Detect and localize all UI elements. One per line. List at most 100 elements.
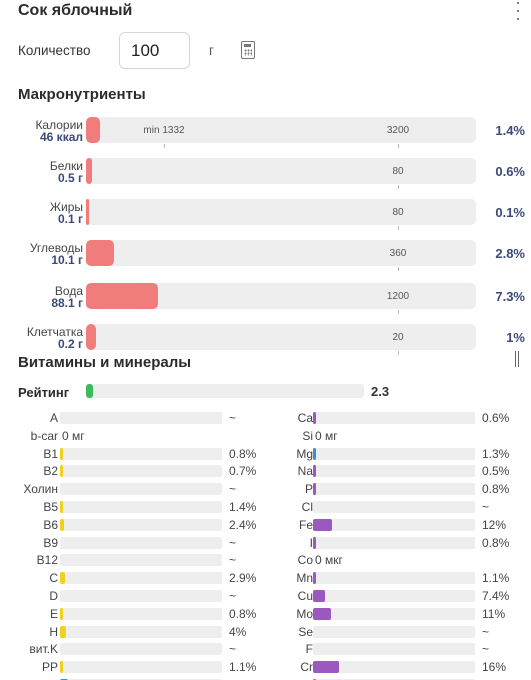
column-toggle-icon[interactable] — [515, 351, 519, 367]
nutrient-percent: 16% — [482, 660, 507, 675]
macro-value: 88.1 г — [51, 296, 83, 310]
nutrient-bar-fill — [313, 412, 316, 424]
nutrient-row: Ca 0.6% — [0, 410, 531, 426]
nutrient-name: вит.K — [29, 642, 58, 657]
nutrient-bar — [313, 501, 475, 513]
nutrient-bar — [313, 607, 475, 620]
nutrient-name: F — [305, 642, 313, 657]
nutrient-name: P — [304, 482, 313, 497]
nutrient-bar — [60, 607, 222, 620]
nutrient-bar-fill — [313, 536, 316, 549]
nutrient-bar — [313, 590, 475, 602]
macro-row: Калории 46 ккал 3200 min 1332 1.4% — [0, 117, 531, 148]
macro-percent: 0.1% — [495, 205, 525, 220]
macro-bar: 80 — [86, 199, 476, 230]
nutrient-name: Fe — [298, 517, 313, 532]
nutrient-name: B9 — [43, 535, 58, 550]
nutrient-name: Mo — [296, 606, 313, 621]
macro-target-tick — [398, 351, 399, 355]
nutrient-bar — [60, 518, 222, 531]
nutrient-name: Si — [302, 428, 313, 443]
nutrient-bar — [60, 661, 222, 674]
nutrient-row: B12 ~ — [0, 552, 531, 568]
nutrient-bar — [60, 465, 222, 478]
macro-target-label: 20 — [392, 332, 404, 343]
macro-bar: 3200 min 1332 — [86, 117, 476, 148]
macro-bar: 20 — [86, 324, 476, 355]
nutrient-bar-fill — [60, 501, 63, 513]
macro-target-tick — [398, 185, 399, 189]
calculator-icon[interactable] — [241, 41, 255, 59]
nutrient-percent: 1.3% — [482, 446, 510, 461]
nutrient-bar — [313, 518, 475, 531]
macro-value: 0.1 г — [57, 212, 83, 226]
quantity-unit: г — [209, 43, 214, 58]
nutrient-percent: 0.8% — [229, 446, 257, 461]
nutrient-name: B5 — [43, 500, 58, 514]
macro-bar: 80 — [86, 158, 476, 189]
nutrient-percent: 0.3% — [482, 678, 509, 680]
macro-percent: 0.6% — [495, 164, 525, 179]
nutrient-percent: 1.4% — [229, 500, 257, 514]
macro-target-label: 80 — [392, 166, 404, 177]
nutrient-percent: 1.1% — [229, 660, 257, 675]
macro-row: Белки 0.5 г 80 0.6% — [0, 158, 531, 189]
nutrient-bar — [60, 501, 222, 513]
nutrient-row: Fe 12% — [0, 517, 531, 533]
nutrient-name: Zn — [299, 678, 313, 680]
nutrient-bar-fill — [60, 661, 63, 674]
macro-name: Углеводы — [29, 241, 83, 255]
nutrient-row: B9 ~ — [0, 535, 531, 551]
nutrient-inline-value: 0 мг — [62, 428, 85, 443]
quantity-input[interactable] — [119, 32, 190, 69]
macro-bar: 1200 — [86, 283, 476, 314]
nutrient-bar — [313, 536, 475, 549]
macro-bar-fill — [86, 283, 159, 309]
nutrient-row: Cr 16% — [0, 659, 531, 675]
nutrient-bar-fill — [313, 447, 316, 460]
nutrient-bar — [313, 483, 475, 496]
nutrient-percent: ~ — [229, 589, 237, 603]
nutrient-percent: 2.9% — [229, 571, 257, 586]
nutrient-percent: ~ — [482, 624, 490, 639]
nutrient-percent: 12% — [482, 517, 507, 532]
nutrient-percent: 7.4% — [482, 589, 510, 603]
nutrient-bar-fill — [313, 590, 325, 602]
nutrient-bar-fill — [60, 607, 63, 620]
nutrient-row: I 0.8% — [0, 535, 531, 551]
nutrient-row: Co 0 мкг — [0, 552, 531, 568]
macro-row: Вода 88.1 г 1200 7.3% — [0, 283, 531, 314]
nutrient-bar — [60, 447, 222, 460]
nutrient-name: PP — [41, 660, 58, 675]
macro-bar-fill — [86, 324, 96, 350]
nutrient-bar — [313, 447, 475, 460]
nutrient-row: Холин ~ — [0, 481, 531, 497]
nutrient-name: A — [49, 411, 58, 425]
more-menu-icon[interactable] — [515, 2, 521, 20]
macro-min-label: min 1332 — [143, 125, 185, 136]
macro-name: Жиры — [49, 200, 83, 214]
nutrient-bar-fill — [313, 465, 316, 478]
macro-bar-fill — [86, 199, 89, 225]
macro-target-label: 1200 — [386, 291, 410, 302]
nutrient-row: C 2.9% — [0, 570, 531, 586]
macro-target-label: 80 — [392, 207, 404, 218]
macro-value: 10.1 г — [51, 253, 83, 267]
nutrient-row: PP 1.1% — [0, 659, 531, 675]
macro-bar: 360 — [86, 240, 476, 271]
nutrient-row: Mg 1.3% — [0, 446, 531, 462]
nutrient-bar — [60, 536, 222, 549]
rating-bar — [86, 384, 364, 398]
nutrient-row: вит.K ~ — [0, 641, 531, 657]
nutrient-row: B1 0.8% — [0, 446, 531, 462]
nutrient-bar-fill — [313, 572, 316, 585]
nutrient-row: Na 0.5% — [0, 463, 531, 479]
rating-bar-fill — [86, 384, 93, 398]
nutrient-row: Si 0 мг — [0, 428, 531, 444]
macro-target-tick — [398, 267, 399, 271]
macro-target-label: 3200 — [386, 125, 410, 136]
nutrient-bar — [313, 643, 475, 656]
nutrient-row: H 4% — [0, 624, 531, 640]
nutrient-percent: ~ — [229, 553, 237, 568]
nutrient-bar-fill — [313, 661, 339, 674]
